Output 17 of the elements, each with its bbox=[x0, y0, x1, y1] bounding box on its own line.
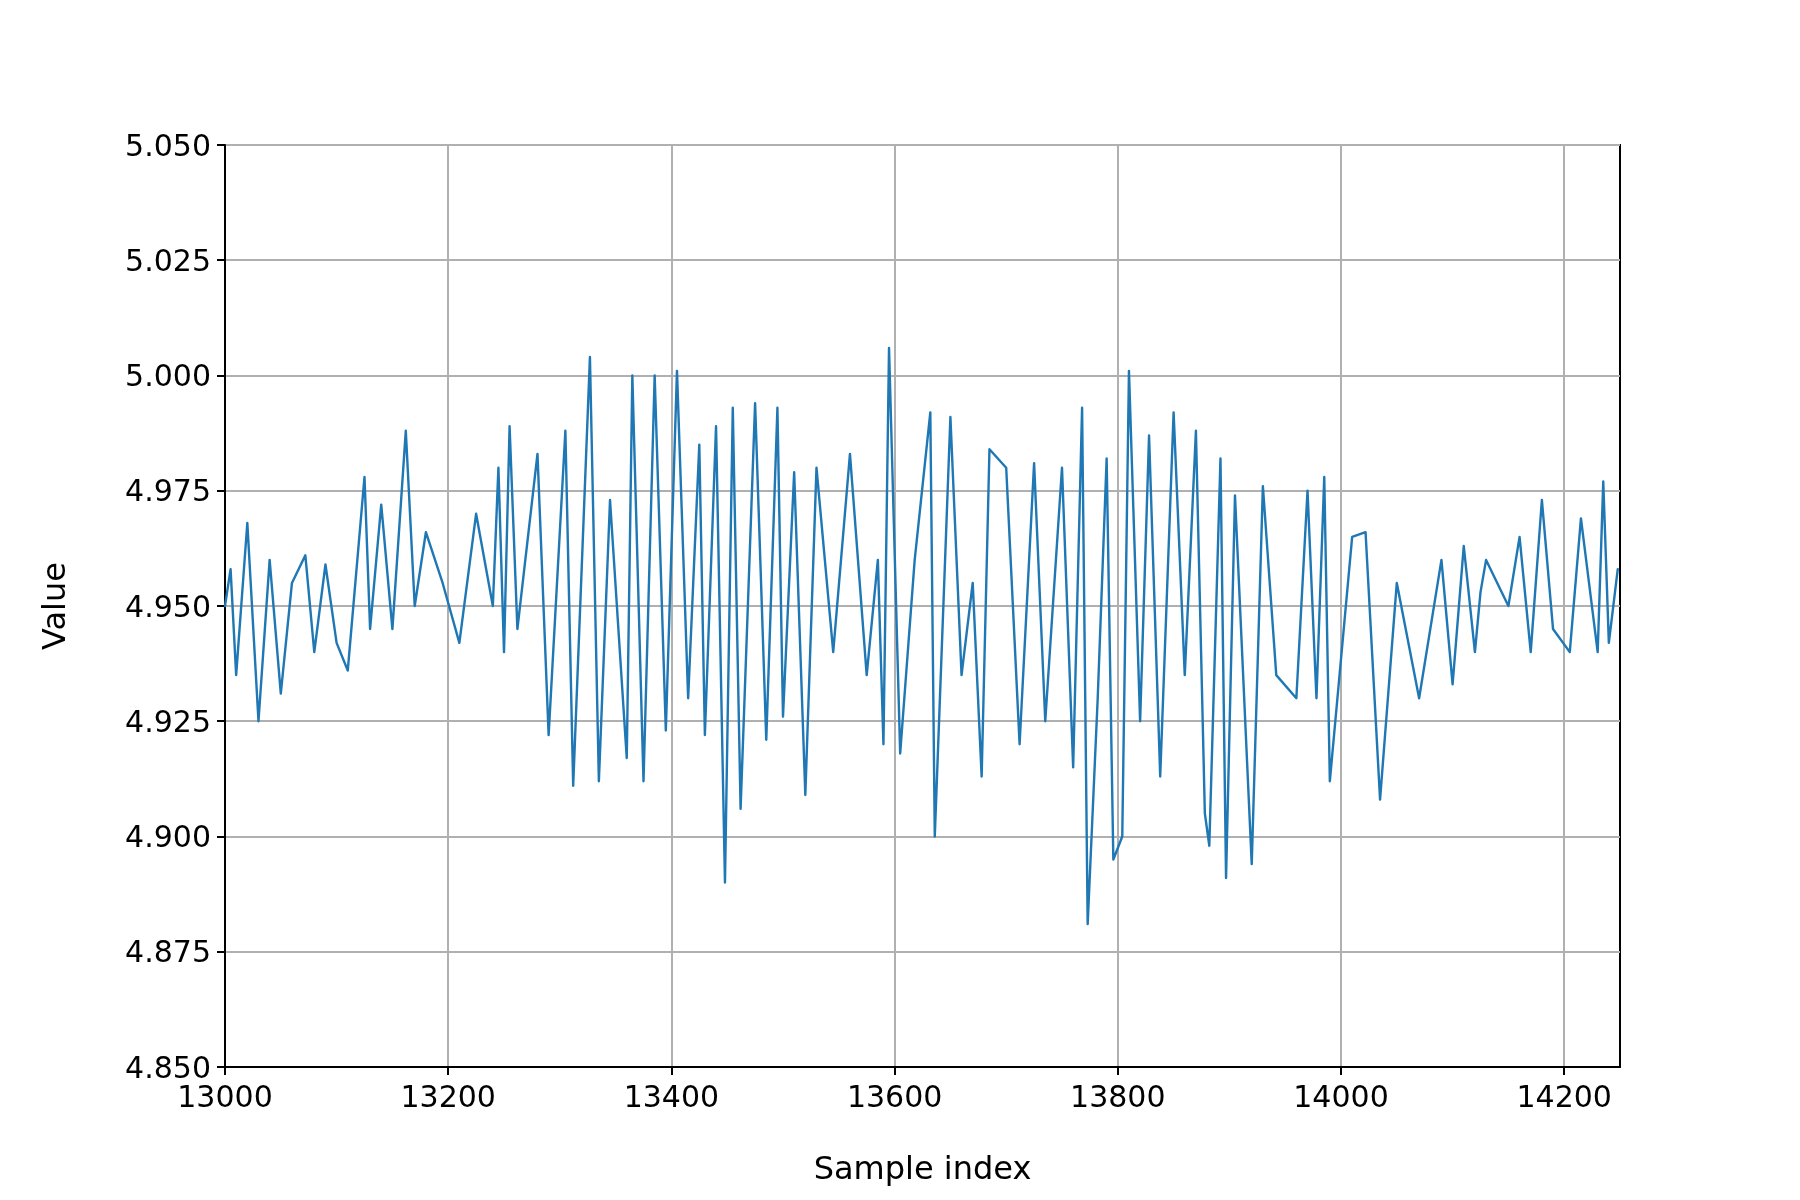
x-tick-label: 14200 bbox=[1516, 1078, 1612, 1114]
x-axis-title: Sample index bbox=[813, 1149, 1032, 1187]
x-tick-label: 13800 bbox=[1070, 1078, 1166, 1114]
y-tick-label: 4.900 bbox=[125, 819, 211, 854]
x-tick-label: 13400 bbox=[623, 1078, 720, 1114]
y-tick-label: 5.050 bbox=[125, 127, 211, 163]
y-tick-label: 5.000 bbox=[125, 358, 211, 393]
line-series bbox=[223, 346, 1619, 926]
y-tick-label: 4.975 bbox=[125, 473, 211, 509]
y-axis-title: Value bbox=[35, 562, 73, 650]
x-tick-label: 14000 bbox=[1293, 1078, 1389, 1114]
y-tick-label: 4.875 bbox=[125, 934, 211, 970]
x-tick-label: 13200 bbox=[400, 1078, 496, 1114]
x-tick-label: 13600 bbox=[846, 1078, 943, 1114]
y-tick-label: 4.925 bbox=[125, 703, 211, 739]
y-tick-label: 4.950 bbox=[125, 588, 211, 624]
y-tick-label: 5.025 bbox=[125, 242, 211, 278]
